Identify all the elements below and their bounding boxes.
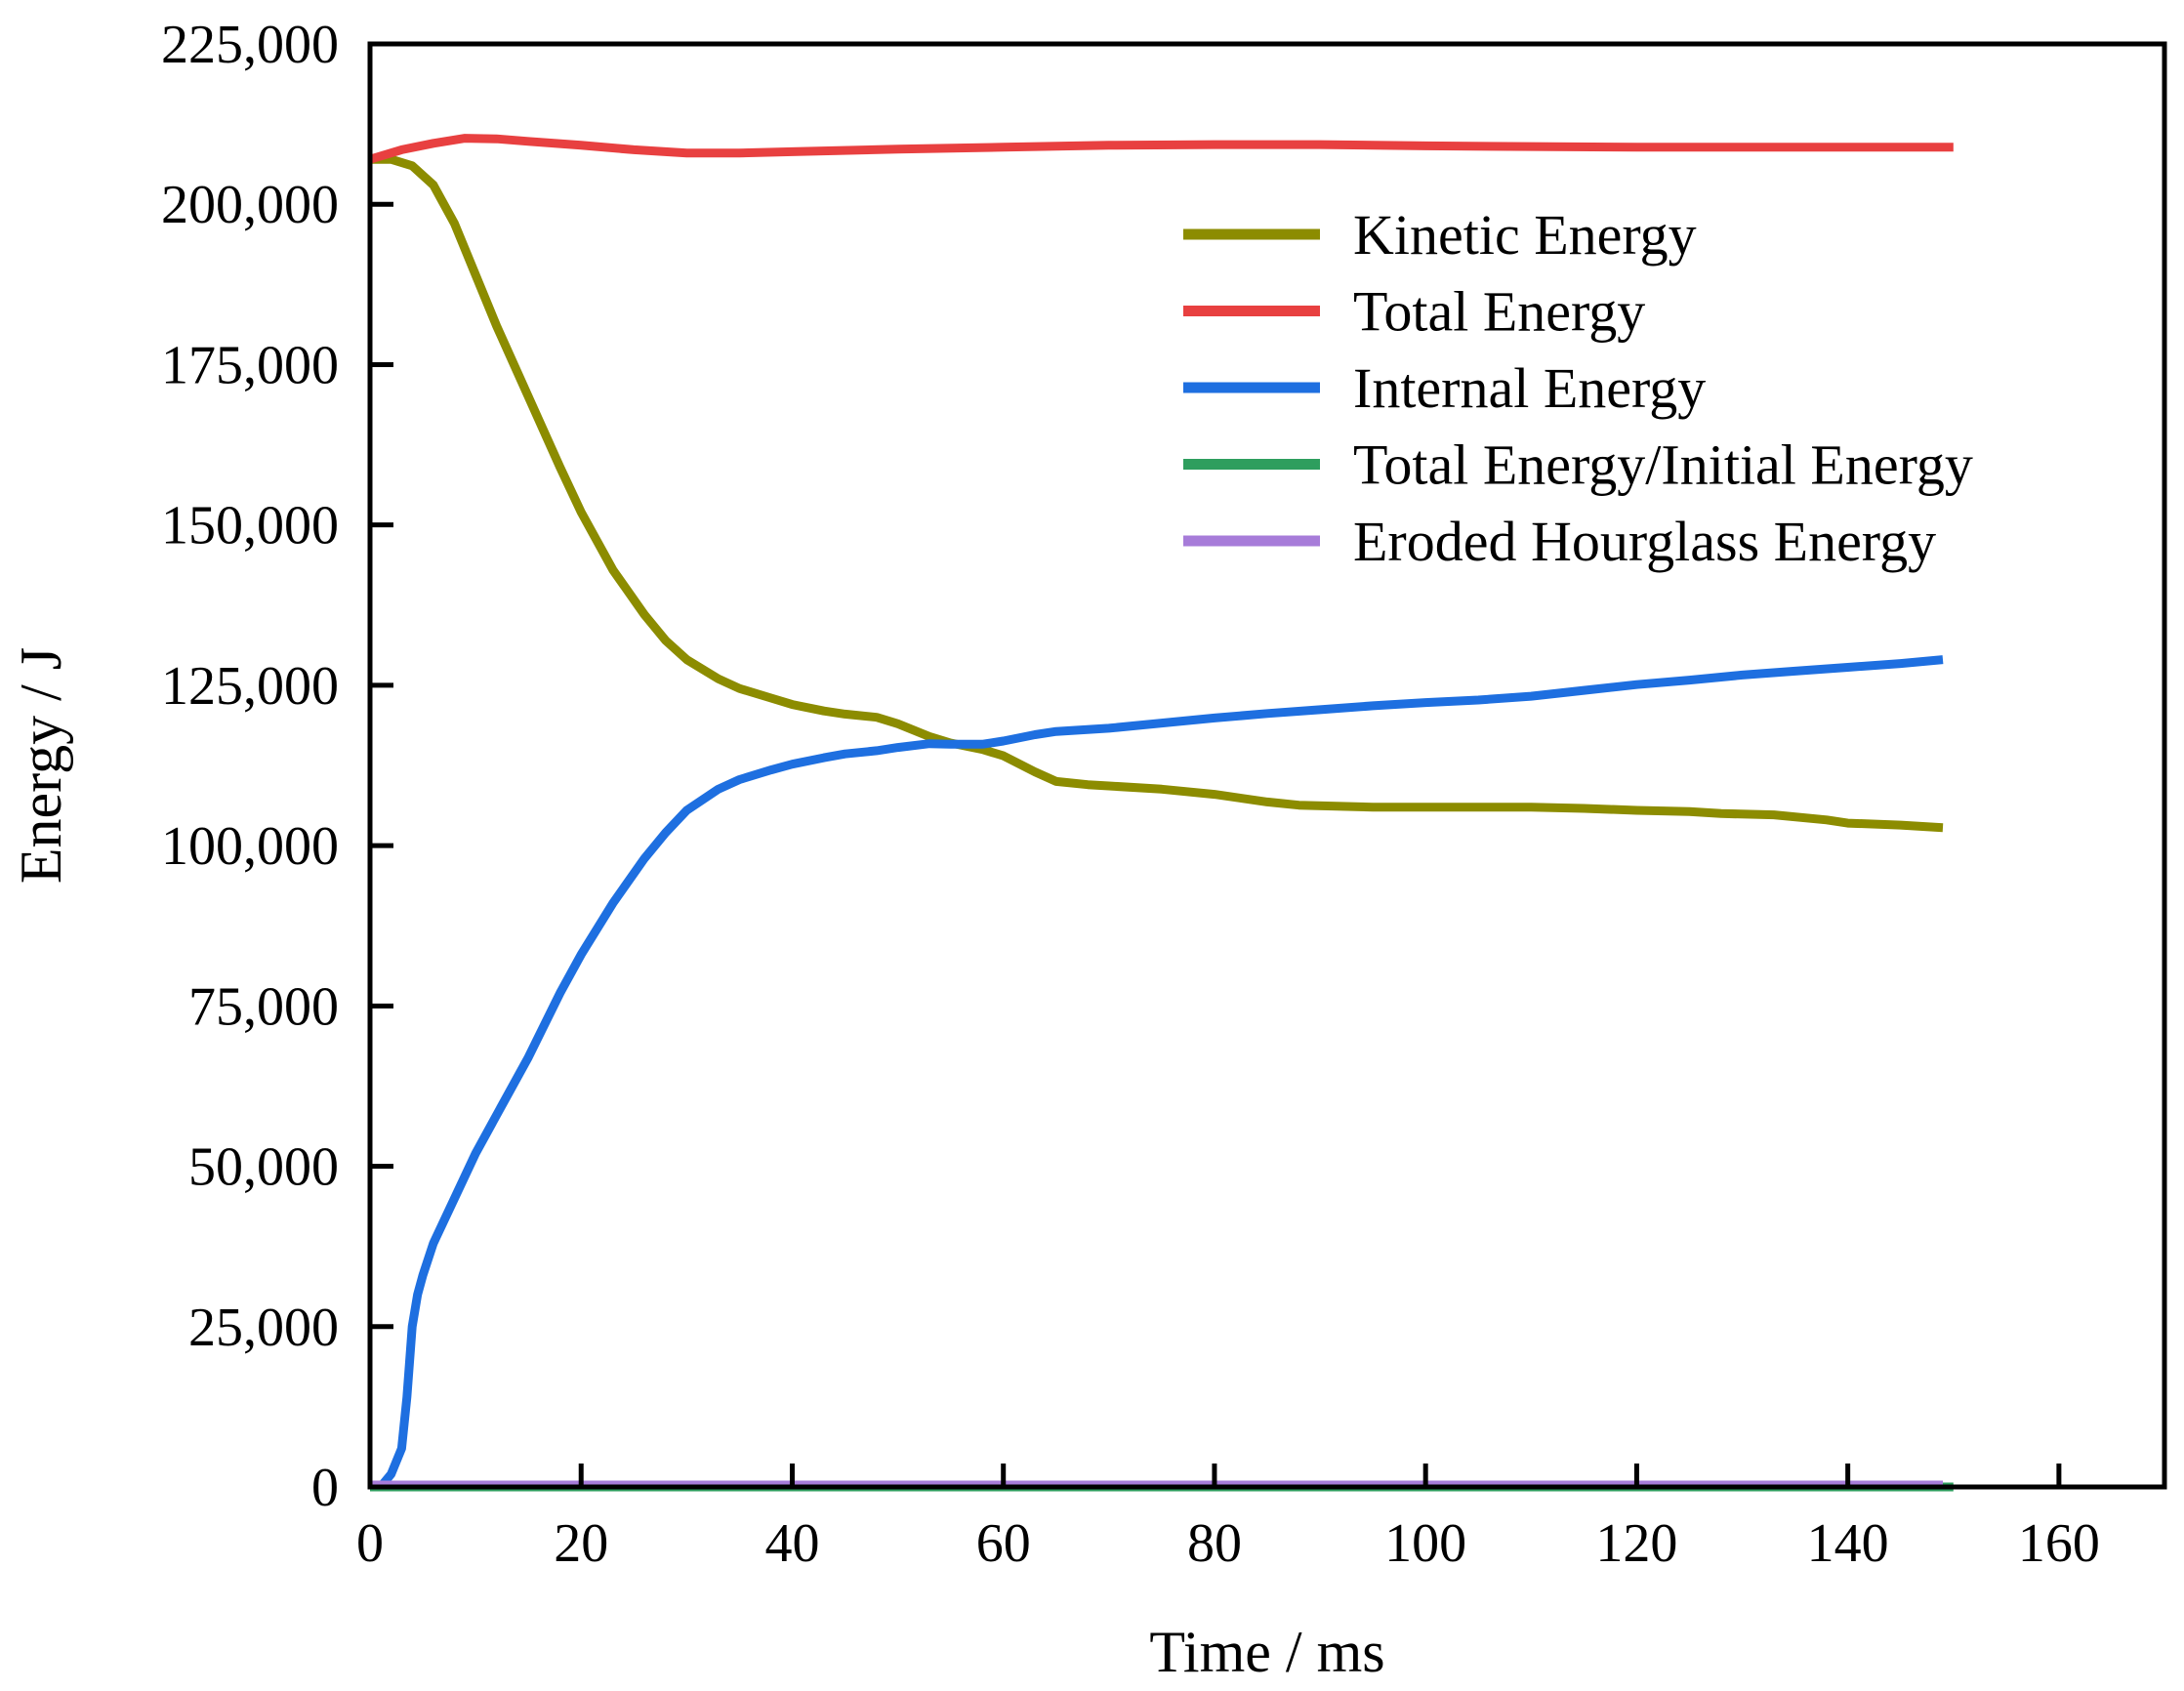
y-axis-title: Energy / J [9, 647, 73, 884]
y-tick-label: 125,000 [161, 656, 339, 717]
legend-label-total-energy: Total Energy [1353, 280, 1645, 344]
x-tick-label: 120 [1595, 1513, 1677, 1574]
y-tick-label: 25,000 [188, 1298, 339, 1358]
x-tick-label: 160 [2018, 1513, 2100, 1574]
y-tick-label: 0 [311, 1458, 339, 1518]
y-tick-label: 50,000 [188, 1137, 339, 1198]
y-tick-label: 175,000 [161, 335, 339, 395]
legend-label-internal-energy: Internal Energy [1353, 356, 1706, 420]
legend: Kinetic Energy Total Energy Internal Energ… [1183, 203, 1973, 573]
plot-frame [367, 41, 2167, 1490]
x-tick-label: 80 [1187, 1513, 1242, 1574]
legend-label-kinetic-energy: Kinetic Energy [1353, 203, 1697, 267]
series-line-internal-energy [370, 655, 1944, 1492]
y-tick-label: 200,000 [161, 175, 339, 235]
series-line-total-energy [368, 134, 1954, 164]
x-tick-label: 20 [554, 1513, 608, 1574]
x-tick-label: 0 [356, 1513, 384, 1574]
x-tick-label: 100 [1384, 1513, 1466, 1574]
x-tick-label: 60 [976, 1513, 1031, 1574]
legend-label-total-energy-initial-energy: Total Energy/Initial Energy [1353, 433, 1973, 497]
y-tick-label: 150,000 [161, 496, 339, 557]
x-tick-label: 140 [1807, 1513, 1889, 1574]
ticks-layer: 0 20 40 60 80 100 120 140 160 0 25,000 50,000 75,000… [161, 15, 2100, 1574]
y-tick-label: 75,000 [188, 976, 339, 1037]
y-tick-label: 100,000 [161, 816, 339, 877]
x-axis-title: Time / ms [1149, 1620, 1384, 1684]
legend-label-eroded-hourglass-energy: Eroded Hourglass Energy [1353, 510, 1936, 573]
y-tick-label: 225,000 [161, 15, 339, 75]
x-tick-label: 40 [764, 1513, 819, 1574]
